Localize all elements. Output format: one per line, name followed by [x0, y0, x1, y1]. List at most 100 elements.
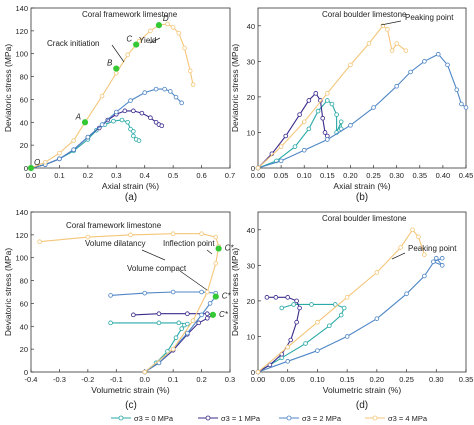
- annotation-arrow: [141, 249, 166, 261]
- data-point: [273, 295, 279, 300]
- data-point: [111, 118, 116, 124]
- x-tick-label: 0.25: [366, 171, 381, 180]
- data-point: [278, 144, 284, 149]
- data-point: [131, 108, 136, 114]
- marker-point: [212, 293, 219, 300]
- data-point: [422, 273, 427, 279]
- marker-point: [133, 41, 140, 48]
- x-tick-label: -0.2: [81, 375, 94, 384]
- data-point: [148, 115, 153, 121]
- y-tick-label: 0: [24, 164, 28, 173]
- x-axis-label: Volumetric strain (%): [323, 385, 402, 395]
- panel-label: (b): [356, 192, 368, 203]
- data-point: [204, 311, 210, 317]
- y-tick-label: 30: [247, 57, 255, 66]
- series-line: [39, 233, 220, 373]
- series-s4: [37, 231, 221, 375]
- legend-marker: [205, 415, 211, 421]
- data-point: [131, 129, 136, 134]
- data-point: [374, 316, 380, 321]
- data-point: [292, 144, 298, 149]
- data-point: [315, 108, 321, 114]
- series-line: [257, 228, 425, 373]
- y-tick-label: 120: [15, 27, 28, 36]
- series-s1: [255, 91, 330, 171]
- x-tick-label: 0.35: [459, 375, 474, 384]
- annotation-text: Crack initiation: [47, 39, 99, 48]
- data-point: [176, 320, 182, 326]
- data-point: [119, 117, 125, 123]
- data-point: [294, 319, 299, 325]
- panel-label: (c): [125, 400, 137, 411]
- data-point: [325, 137, 330, 142]
- y-tick-label: 40: [20, 118, 28, 127]
- data-point: [439, 263, 445, 268]
- data-point: [267, 362, 273, 368]
- data-point: [139, 110, 145, 116]
- y-axis-label: Deviatoric stress (MPa): [3, 248, 13, 336]
- x-tick-label: 0.3: [225, 375, 235, 384]
- y-tick-label: 140: [15, 208, 28, 217]
- x-tick-label: 0.1: [168, 375, 178, 384]
- y-tick-label: 0: [251, 368, 255, 377]
- data-point: [459, 101, 464, 107]
- series-line: [257, 296, 301, 373]
- marker-label: C*: [219, 310, 229, 319]
- x-axis-label: Axial strain (%): [102, 181, 159, 191]
- y-tick-label: 10: [247, 332, 255, 341]
- legend-entry-s1: σ3 = 1 MPa: [198, 414, 261, 423]
- data-point: [291, 302, 296, 307]
- data-point: [57, 156, 62, 162]
- data-point: [136, 138, 142, 143]
- data-point: [285, 295, 291, 300]
- data-point: [99, 93, 105, 99]
- data-point: [329, 101, 335, 107]
- data-point: [71, 147, 76, 153]
- marker-label: C*: [222, 292, 232, 301]
- chart-title: Coral framework limestone: [82, 10, 178, 19]
- x-tick-label: 0.20: [343, 171, 358, 180]
- data-point: [173, 94, 179, 100]
- data-point: [374, 270, 380, 275]
- data-point: [185, 330, 190, 336]
- x-tick-label: 0.4: [139, 171, 149, 180]
- y-tick-label: 100: [15, 50, 28, 59]
- x-tick-label: 0.40: [436, 171, 451, 180]
- data-point: [327, 323, 332, 329]
- data-point: [283, 133, 289, 139]
- data-point: [403, 48, 409, 53]
- data-point: [279, 305, 285, 311]
- marker-label: D: [163, 14, 169, 23]
- y-tick-label: 20: [20, 345, 28, 354]
- x-tick-label: 0.3: [111, 171, 121, 180]
- data-point: [99, 122, 105, 127]
- data-point: [187, 68, 193, 74]
- data-point: [179, 100, 184, 106]
- annotation-arrow: [111, 44, 125, 63]
- x-tick-label: 0.6: [196, 171, 206, 180]
- data-point: [325, 98, 330, 103]
- annotation-text: Yield: [139, 36, 157, 45]
- data-point: [394, 83, 399, 89]
- data-point: [125, 119, 130, 125]
- marker-point: [27, 164, 35, 172]
- data-point: [301, 119, 307, 125]
- y-tick-label: 10: [247, 128, 255, 137]
- y-tick-label: 20: [20, 141, 28, 150]
- x-tick-label: 0.30: [389, 171, 404, 180]
- data-point: [315, 348, 320, 353]
- series-line: [257, 53, 467, 169]
- legend-entry-s2: σ3 = 2 MPa: [279, 414, 342, 423]
- data-point: [255, 369, 261, 375]
- marker-point: [113, 65, 120, 72]
- data-point: [131, 133, 136, 139]
- chart-title: Coral framework limestone: [66, 221, 162, 230]
- x-tick-label: -0.4: [25, 375, 38, 384]
- series-s2: [108, 289, 219, 375]
- data-point: [366, 41, 372, 46]
- y-tick-label: 120: [15, 231, 28, 240]
- legend-entry-s4: σ3 = 4 MPa: [365, 414, 428, 423]
- data-point: [398, 245, 403, 250]
- data-point: [128, 232, 133, 238]
- x-axis-label: Axial strain (%): [333, 181, 390, 191]
